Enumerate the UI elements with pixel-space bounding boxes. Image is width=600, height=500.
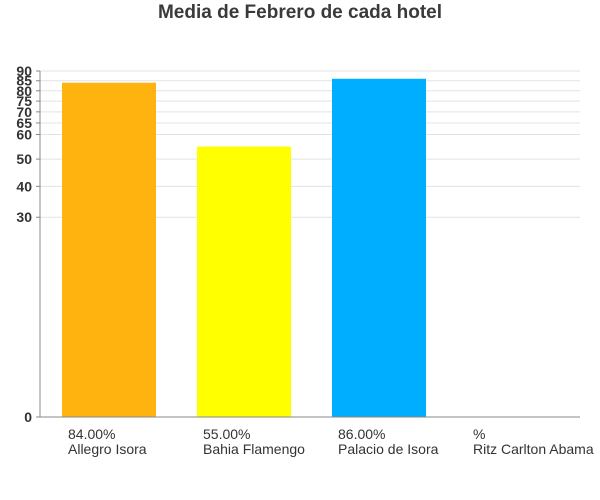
grid-lines	[40, 70, 580, 218]
category-label: Palacio de Isora	[338, 441, 439, 457]
category-label: Ritz Carlton Abama	[473, 441, 594, 457]
y-tick-label-60: 60	[16, 126, 32, 142]
y-tick-label-30: 30	[16, 209, 32, 225]
data-label: %	[473, 426, 485, 442]
chart-title: Media de Febrero de cada hotel	[157, 2, 443, 23]
y-tick-label-80: 80	[16, 83, 32, 99]
bars	[62, 78, 426, 418]
data-label: 86.00%	[338, 426, 385, 442]
axes	[36, 70, 580, 418]
category-labels: 84.00%Allegro Isora 55.00%Bahia Flamengo 8…	[68, 426, 594, 457]
y-tick-label-65: 65	[16, 115, 32, 131]
bar-allegro-isora	[62, 82, 156, 418]
y-tick-label-70: 70	[16, 104, 32, 120]
category-label: Bahia Flamengo	[203, 441, 305, 457]
y-tick-label-50: 50	[16, 151, 32, 167]
y-tick-label-90: 90	[16, 63, 32, 79]
category-label: Allegro Isora	[68, 441, 147, 457]
y-tick-label-75: 75	[16, 93, 32, 109]
data-label: 84.00%	[68, 426, 115, 442]
y-tick-label-85: 85	[16, 73, 32, 89]
y-tick-label-40: 40	[16, 178, 32, 194]
y-tick-label-0: 0	[24, 409, 32, 425]
bar-palacio-de-isora	[332, 78, 426, 417]
bar-bahia-flamengo	[197, 146, 291, 418]
data-label: 55.00%	[203, 426, 250, 442]
